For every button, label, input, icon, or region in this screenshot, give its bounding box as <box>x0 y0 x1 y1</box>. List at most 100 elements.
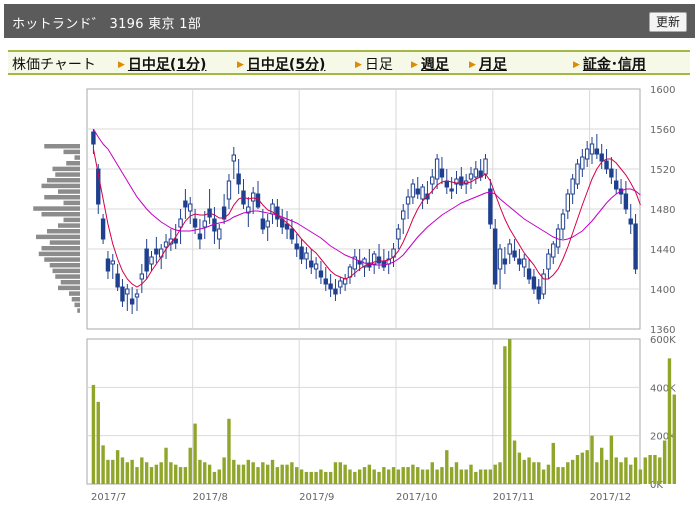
volume-bar <box>619 462 623 484</box>
price-profile-bar <box>60 280 80 285</box>
candle-body <box>226 180 232 200</box>
price-profile-bar <box>49 263 80 268</box>
refresh-button[interactable]: 更新 <box>648 12 687 32</box>
candle-body <box>275 206 280 220</box>
candle-body <box>313 263 319 270</box>
candle-body <box>231 154 237 162</box>
volume-bar <box>343 464 347 484</box>
volume-bar <box>125 462 130 484</box>
volume-bar <box>478 469 483 484</box>
arrow-icon: ▶ <box>469 60 476 70</box>
volume-bar <box>662 440 667 484</box>
candle-body <box>309 260 314 268</box>
price-tick-label: 1520 <box>650 165 675 176</box>
volume-bar <box>638 469 643 484</box>
candle-body <box>575 163 580 185</box>
candle-body <box>149 256 154 265</box>
volume-bar <box>115 450 120 484</box>
candle-body <box>144 248 149 272</box>
volume-bar <box>198 459 202 484</box>
nav-weekly[interactable]: ▶ 週足 <box>411 57 449 73</box>
candle-body <box>473 168 479 178</box>
volume-bar <box>546 464 551 484</box>
candle-body <box>468 173 474 180</box>
moving-average-long-line <box>92 128 641 266</box>
candle-body <box>594 148 600 155</box>
candle-body <box>154 248 159 255</box>
volume-bar <box>585 450 589 484</box>
price-profile-bar <box>52 268 80 274</box>
volume-bar <box>164 447 168 484</box>
price-profile-bar <box>47 229 80 234</box>
volume-bar <box>159 462 163 484</box>
volume-bar <box>561 467 565 484</box>
price-profile-bar <box>77 308 80 313</box>
volume-bar <box>629 464 633 484</box>
month-label: 2017/12 <box>590 492 632 503</box>
volume-bar <box>508 339 512 484</box>
candle-body <box>497 248 503 270</box>
volume-tick-label: 0K <box>650 480 663 491</box>
volume-bar <box>140 457 144 484</box>
volume-bar <box>348 469 352 484</box>
candle-body <box>420 186 425 200</box>
nav-intraday-5min[interactable]: ▶ 日中足(5分) <box>237 57 326 73</box>
volume-tick-label: 200K <box>650 432 676 443</box>
candle-body <box>415 188 420 195</box>
volume-bar <box>236 464 241 484</box>
volume-bar <box>425 469 430 484</box>
price-profile-bar <box>49 240 80 245</box>
nav-intraday-1min[interactable]: ▶ 日中足(1分) <box>118 57 207 73</box>
month-label: 2017/9 <box>299 492 334 503</box>
volume-bar <box>454 462 459 484</box>
volume-bar <box>174 464 178 484</box>
volume-bar <box>537 462 541 484</box>
candle-body <box>396 228 401 240</box>
candle-body <box>512 250 517 258</box>
nav-margin[interactable]: ▶ 証金･信用 <box>573 57 646 73</box>
price-profile-bar <box>44 144 80 149</box>
candle-body <box>294 243 299 250</box>
candle-body <box>410 183 416 198</box>
volume-bar <box>111 459 115 484</box>
volume-bar <box>449 467 454 484</box>
volume-bar <box>149 467 154 484</box>
volume-bar <box>633 457 638 484</box>
volume-bar <box>377 471 381 484</box>
price-profile-bar <box>66 161 80 166</box>
candle-body <box>188 203 193 212</box>
volume-bar <box>474 471 478 484</box>
candle-body <box>560 213 566 230</box>
volume-bar <box>609 435 614 484</box>
volume-bar <box>498 462 502 484</box>
month-label: 2017/7 <box>91 492 126 503</box>
volume-bar <box>445 450 449 484</box>
price-tick-label: 1600 <box>650 85 675 96</box>
price-profile-bar <box>38 251 80 257</box>
candle-body <box>623 193 629 210</box>
candle-body <box>604 160 609 170</box>
stock-title: ホットランド゛ 3196 東京 1部 <box>12 17 202 32</box>
candle-body <box>488 188 493 225</box>
candle-body <box>492 228 498 285</box>
volume-bar <box>488 469 493 484</box>
candle-body <box>96 168 101 205</box>
volume-bar <box>275 467 280 484</box>
candle-body <box>526 268 532 280</box>
volume-bar <box>580 452 585 484</box>
price-profile-bar <box>55 172 80 177</box>
candle-body <box>163 241 169 248</box>
price-profile-bar <box>71 297 80 302</box>
nav-monthly[interactable]: ▶ 月足 <box>469 57 507 73</box>
candle-body <box>299 246 304 260</box>
volume-bar <box>212 471 217 484</box>
volume-bar <box>570 459 575 484</box>
volume-bar <box>406 467 410 484</box>
volume-bar <box>270 459 275 484</box>
candle-body <box>434 158 440 180</box>
volume-bar <box>551 442 555 484</box>
price-tick-label: 1400 <box>650 285 675 296</box>
volume-bar <box>604 459 609 484</box>
volume-bar <box>416 467 420 484</box>
